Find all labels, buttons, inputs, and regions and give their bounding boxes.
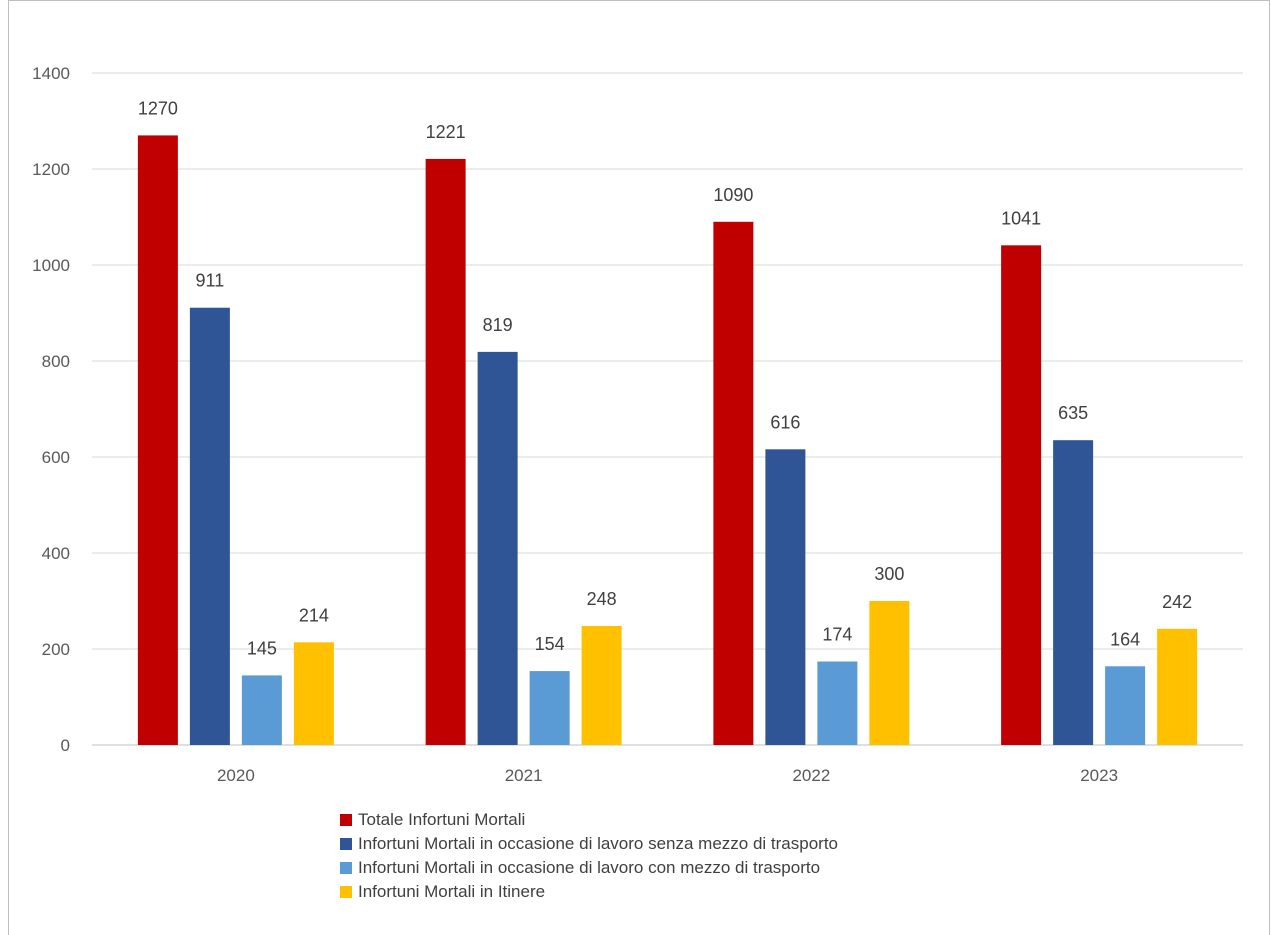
bar [293, 642, 334, 745]
data-label: 911 [196, 271, 225, 291]
legend-label: Infortuni Mortali in Itinere [358, 882, 546, 901]
x-tick-label: 2022 [792, 766, 830, 785]
bar [137, 135, 178, 745]
y-tick-label: 600 [42, 448, 70, 467]
bar [1001, 245, 1042, 745]
data-label: 1270 [138, 98, 178, 118]
bar [869, 601, 910, 745]
legend-item: Totale Infortuni Mortali [340, 808, 838, 832]
legend-item: Infortuni Mortali in Itinere [340, 880, 838, 904]
y-tick-label: 200 [42, 640, 70, 659]
data-label: 214 [299, 605, 329, 625]
bar [765, 449, 806, 745]
y-tick-label: 1000 [32, 256, 70, 275]
data-label: 1221 [426, 122, 466, 142]
data-label: 248 [587, 589, 617, 609]
legend-swatch [340, 862, 352, 874]
bar [529, 671, 570, 745]
y-tick-label: 1400 [32, 64, 70, 83]
bar [241, 675, 282, 745]
legend-swatch [340, 814, 352, 826]
data-label: 300 [874, 564, 904, 584]
legend-label: Totale Infortuni Mortali [358, 810, 526, 829]
data-label: 242 [1162, 592, 1192, 612]
data-label: 154 [535, 634, 565, 654]
x-tick-label: 2021 [505, 766, 543, 785]
x-axis-ticks: 2020 2021 2022 2023 [217, 766, 1118, 785]
bar [713, 221, 754, 746]
bar [1053, 440, 1094, 745]
y-tick-label: 1200 [32, 160, 70, 179]
data-label: 635 [1058, 403, 1088, 423]
data-label: 174 [822, 624, 852, 644]
bar [425, 158, 466, 746]
x-tick-label: 2023 [1080, 766, 1118, 785]
legend-item: Infortuni Mortali in occasione di lavoro… [340, 832, 838, 856]
chart-frame [8, 0, 1270, 935]
bar [189, 307, 230, 745]
bar [817, 661, 858, 745]
data-label: 819 [483, 315, 513, 335]
data-label: 1090 [713, 185, 753, 205]
y-tick-label: 400 [42, 544, 70, 563]
data-labels: 1270 911 145 214 1221 819 154 248 1090 616 174 300 1… [138, 98, 1192, 658]
y-tick-label: 0 [61, 736, 70, 755]
data-label: 164 [1110, 629, 1140, 649]
gridlines [92, 72, 1243, 746]
bars [137, 135, 1198, 746]
legend-label: Infortuni Mortali in occasione di lavoro… [358, 834, 839, 853]
data-label: 616 [770, 412, 800, 432]
data-label: 1041 [1001, 208, 1041, 228]
y-axis-ticks: 0 200 400 600 800 1000 1200 1400 [32, 64, 70, 755]
y-tick-label: 800 [42, 352, 70, 371]
legend-swatch [340, 886, 352, 898]
legend-swatch [340, 838, 352, 850]
bar [1157, 628, 1198, 745]
bar [477, 351, 518, 745]
legend-label: Infortuni Mortali in occasione di lavoro… [358, 858, 821, 877]
legend-item: Infortuni Mortali in occasione di lavoro… [340, 856, 838, 880]
data-label: 145 [247, 638, 277, 658]
legend: Totale Infortuni Mortali Infortuni Mortal… [340, 808, 838, 904]
bar [581, 625, 622, 745]
x-tick-label: 2020 [217, 766, 255, 785]
bar [1105, 666, 1146, 745]
